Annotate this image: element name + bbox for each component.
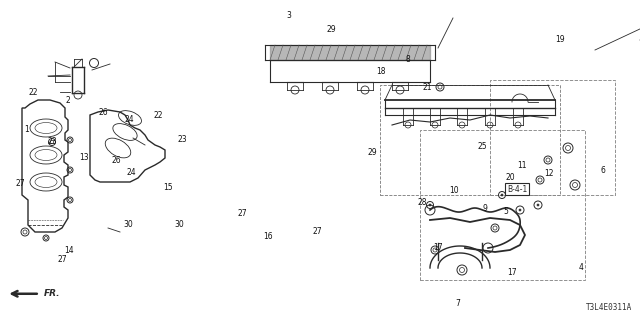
Text: 28: 28	[418, 198, 427, 207]
Text: 29: 29	[367, 148, 378, 157]
Text: 27: 27	[312, 227, 323, 236]
Text: 29: 29	[326, 25, 337, 34]
Text: FR.: FR.	[44, 289, 60, 298]
Text: 20: 20	[506, 173, 516, 182]
Text: 27: 27	[15, 179, 26, 188]
Text: 8: 8	[406, 55, 411, 64]
Text: 1: 1	[24, 125, 29, 134]
Text: 19: 19	[555, 35, 565, 44]
Text: 27: 27	[237, 209, 247, 218]
Bar	[380, 85, 560, 195]
Text: 21: 21	[423, 83, 432, 92]
Text: 15: 15	[163, 183, 173, 192]
Text: 6: 6	[600, 166, 605, 175]
Text: 4: 4	[579, 263, 584, 272]
Text: 26: 26	[99, 108, 109, 117]
Text: 18: 18	[376, 67, 385, 76]
Text: 24: 24	[124, 115, 134, 124]
Text: 23: 23	[47, 137, 58, 146]
Text: 30: 30	[123, 220, 133, 229]
Bar	[420, 130, 585, 280]
Text: 30: 30	[174, 220, 184, 229]
Text: 2: 2	[65, 96, 70, 105]
Text: 9: 9	[482, 204, 487, 213]
Text: 11: 11	[517, 161, 526, 170]
Circle shape	[537, 204, 539, 206]
Text: 14: 14	[64, 246, 74, 255]
Circle shape	[501, 194, 503, 196]
Text: 25: 25	[477, 142, 488, 151]
Text: 17: 17	[433, 243, 444, 252]
Text: 16: 16	[262, 232, 273, 241]
Circle shape	[429, 204, 431, 206]
Text: 7: 7	[456, 299, 461, 308]
Text: 27: 27	[58, 255, 68, 264]
Text: 26: 26	[111, 156, 122, 164]
Text: 10: 10	[449, 186, 460, 195]
Bar	[490, 80, 615, 195]
Text: 22: 22	[154, 111, 163, 120]
Text: T3L4E0311A: T3L4E0311A	[586, 303, 632, 312]
Text: 24: 24	[126, 168, 136, 177]
Text: 3: 3	[287, 11, 292, 20]
Text: 17: 17	[507, 268, 517, 277]
Text: 23: 23	[177, 135, 188, 144]
Text: 12: 12	[545, 169, 554, 178]
Circle shape	[519, 209, 521, 211]
Text: 5: 5	[503, 207, 508, 216]
Text: 22: 22	[29, 88, 38, 97]
Text: B-4-1: B-4-1	[507, 185, 527, 194]
Text: 13: 13	[79, 153, 89, 162]
